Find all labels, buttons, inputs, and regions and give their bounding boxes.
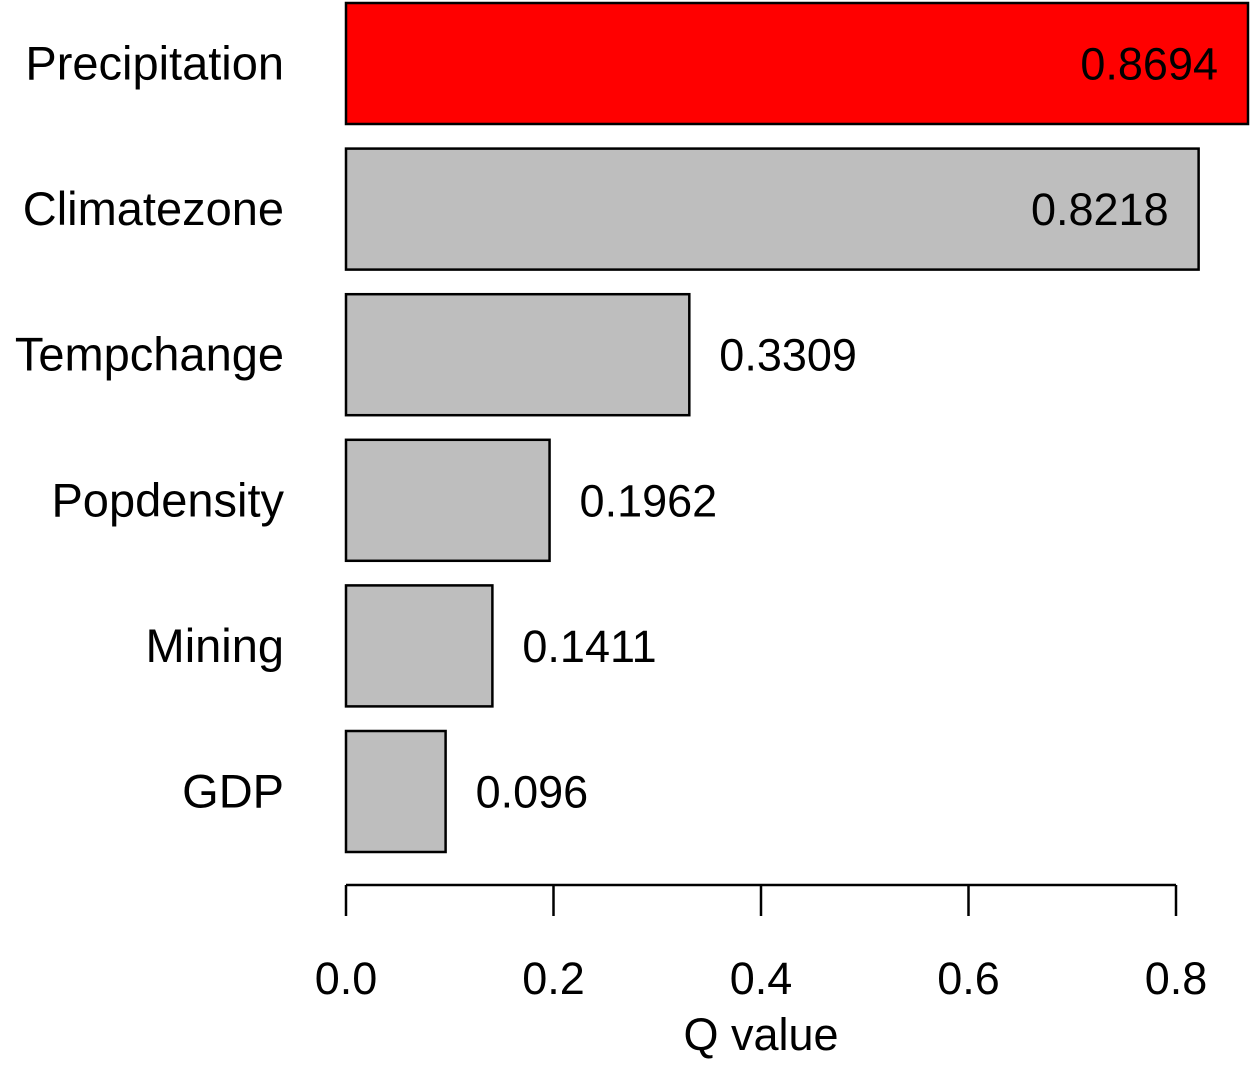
category-label-climatezone: Climatezone [23,182,284,235]
value-label-gdp: 0.096 [476,767,589,818]
bar-gdp [344,729,447,854]
x-tick-label: 0.8 [1145,953,1208,1004]
x-tick-label: 0.2 [522,953,585,1004]
x-axis-title: Q value [683,1009,838,1060]
x-tick-label: 0.0 [315,953,378,1004]
value-labels-group: 0.8694 0.8218 0.3309 0.1962 0.1411 0.096 [476,39,1218,818]
category-label-gdp: GDP [182,765,284,818]
category-label-precipitation: Precipitation [25,37,284,90]
value-label-climatezone: 0.8218 [1031,184,1169,235]
category-label-tempchange: Tempchange [15,328,284,381]
category-labels-group: Precipitation Climatezone Tempchange Popden… [15,37,285,818]
value-label-mining: 0.1411 [522,621,656,672]
value-label-precipitation: 0.8694 [1080,39,1218,90]
bar-precipitation [344,1,1250,126]
x-axis: 0.0 0.2 0.4 0.6 0.8 [315,883,1208,1004]
category-label-popdensity: Popdensity [51,473,284,526]
value-label-tempchange: 0.3309 [719,330,857,381]
x-tick-label: 0.6 [937,953,1000,1004]
value-label-popdensity: 0.1962 [580,475,718,526]
x-ticks-group: 0.0 0.2 0.4 0.6 0.8 [315,885,1208,1004]
bar-mining [344,584,494,708]
x-tick-label: 0.4 [730,953,793,1004]
bar-climatezone [344,147,1200,271]
bar-tempchange [344,292,691,417]
bars-group [344,1,1250,854]
bar-popdensity [344,438,551,563]
category-label-mining: Mining [146,619,284,672]
